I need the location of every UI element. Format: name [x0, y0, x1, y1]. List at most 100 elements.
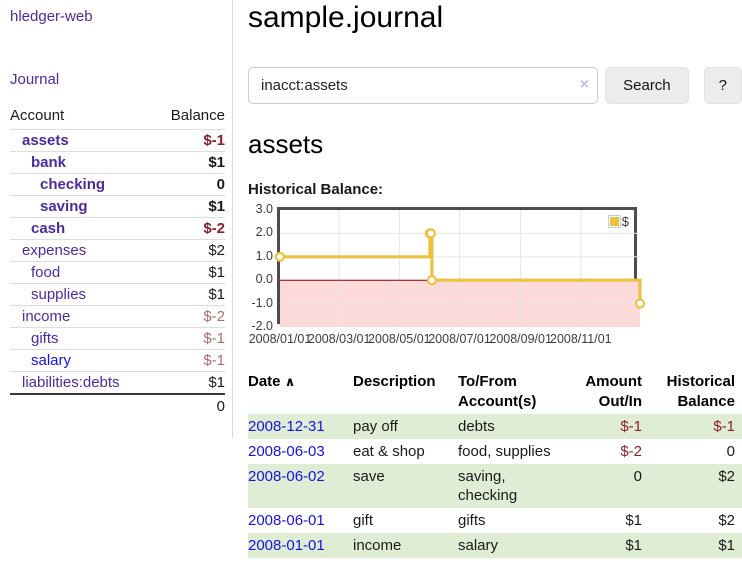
legend-label: $ — [621, 214, 629, 229]
account-name-cell: liabilities:debts — [10, 371, 154, 394]
register-header-amount: Amount Out/In — [585, 373, 642, 410]
account-link[interactable]: saving — [40, 198, 88, 215]
register-amount-cell: $1 — [625, 512, 642, 529]
transaction-date-link[interactable]: 2008-06-03 — [248, 443, 325, 460]
register-amount-cell: $-2 — [620, 443, 642, 460]
page-title: sample.journal — [248, 1, 444, 34]
x-tick-label: 2008/11/01 — [549, 332, 612, 346]
sidebar: hledger-web Journal Account Balance asse… — [0, 0, 233, 438]
transaction-date-link[interactable]: 2008-01-01 — [248, 537, 325, 554]
chart-title: Historical Balance: — [248, 181, 384, 198]
accounts-header-account: Account — [10, 107, 65, 124]
account-balance: $1 — [153, 195, 225, 218]
app-title-link[interactable]: hledger-web — [10, 8, 93, 25]
account-name-cell: saving — [10, 195, 154, 218]
account-row: salary $-1 — [10, 349, 225, 372]
sidebar-item-journal[interactable]: Journal — [10, 71, 60, 88]
accounts-total-value: 0 — [153, 393, 225, 418]
account-link[interactable]: salary — [31, 352, 72, 369]
register-row: 2008-01-01 income salary $1 $1 — [248, 533, 742, 558]
account-link[interactable]: liabilities:debts — [22, 374, 120, 391]
register-amount-cell: $-1 — [620, 418, 642, 435]
account-balance: $1 — [153, 371, 225, 394]
transaction-date-link[interactable]: 2008-06-02 — [248, 468, 325, 485]
sort-asc-icon: ∧ — [284, 374, 296, 389]
y-tick-label: -2.0 — [251, 319, 273, 333]
register-accounts-cell: salary — [458, 537, 499, 554]
account-row: checking 0 — [10, 173, 225, 196]
account-link[interactable]: income — [22, 308, 71, 325]
search-form: × Search ? — [248, 67, 742, 104]
account-link[interactable]: cash — [31, 220, 66, 237]
legend-swatch-icon — [607, 215, 621, 228]
account-balance: $-2 — [153, 217, 225, 240]
account-link[interactable]: food — [31, 264, 61, 281]
account-name-cell: expenses — [10, 239, 154, 262]
y-tick-label: 3.0 — [255, 202, 273, 216]
transaction-date-link[interactable]: 2008-12-31 — [248, 418, 325, 435]
register-amount-cell: $1 — [625, 537, 642, 554]
register-balance-cell: 0 — [726, 443, 735, 460]
accounts-total-spacer — [10, 393, 154, 418]
account-link[interactable]: bank — [31, 154, 67, 171]
register-accounts-cell: food, supplies — [458, 443, 551, 460]
account-link[interactable]: expenses — [22, 242, 87, 259]
search-input[interactable] — [248, 67, 599, 104]
transaction-date-link[interactable]: 2008-06-01 — [248, 512, 325, 529]
accounts-header-balance: Balance — [170, 107, 225, 124]
register-header-row: Date ∧ Description To/From Account(s) Am… — [248, 370, 742, 414]
account-heading: assets — [248, 129, 324, 159]
register-description-cell: income — [353, 537, 402, 554]
account-name-cell: income — [10, 305, 154, 328]
account-name-cell: bank — [10, 151, 154, 174]
account-link[interactable]: gifts — [31, 330, 59, 347]
chart-plot[interactable]: $ — [274, 207, 646, 327]
x-tick-label: 2008/01/01 — [248, 332, 312, 346]
chart-y-axis: 3.0 2.0 1.0 0.0 -1.0 -2.0 — [248, 202, 273, 333]
account-balance: $1 — [153, 151, 225, 174]
help-button[interactable]: ? — [703, 67, 742, 104]
register-row: 2008-06-03 eat & shop food, supplies $-2 0 — [248, 439, 742, 464]
account-row: saving $1 — [10, 195, 225, 218]
clear-search-icon[interactable]: × — [579, 76, 590, 93]
accounts-total-row: 0 — [10, 393, 225, 418]
register-date-cell: 2008-01-01 — [248, 533, 345, 558]
account-link[interactable]: assets — [22, 132, 69, 149]
register-balance-cell: $-1 — [713, 418, 735, 435]
chart-legend: $ — [607, 214, 629, 229]
register-row: 2008-06-02 save saving, checking 0 $2 — [248, 464, 742, 508]
account-link[interactable]: checking — [40, 176, 106, 193]
register-date-cell: 2008-06-02 — [248, 464, 345, 508]
x-tick-label: 2008/05/01 — [368, 332, 431, 346]
y-tick-label: 0.0 — [255, 272, 273, 287]
search-button[interactable]: Search — [605, 67, 689, 104]
register-header-date-label: Date — [248, 373, 281, 390]
register-header-date[interactable]: Date ∧ — [248, 370, 345, 414]
register-accounts-cell: gifts — [458, 512, 486, 529]
main-content: sample.journal × Search ? assets Histori… — [248, 0, 742, 558]
account-row: supplies $1 — [10, 283, 225, 306]
register-header-accounts: To/From Account(s) — [458, 373, 537, 410]
account-name-cell: assets — [10, 129, 154, 152]
register-table: Date ∧ Description To/From Account(s) Am… — [248, 370, 742, 558]
register-balance-cell: $2 — [718, 468, 735, 485]
y-tick-label: -1.0 — [251, 295, 273, 310]
account-balance: $-1 — [153, 129, 225, 152]
account-balance: $-1 — [153, 327, 225, 350]
register-amount-cell: 0 — [633, 468, 642, 485]
account-name-cell: cash — [10, 217, 154, 240]
balance-chart: 3.0 2.0 1.0 0.0 -1.0 -2.0 $ 2008/01/01 2008/03… — [248, 202, 742, 351]
account-row: food $1 — [10, 261, 225, 284]
register-accounts-cell: saving, checking — [458, 468, 518, 504]
account-balance: $-2 — [153, 305, 225, 328]
y-tick-label: 1.0 — [255, 248, 273, 263]
register-header-balance: Historical Balance — [666, 373, 735, 410]
account-row: expenses $2 — [10, 239, 225, 262]
chart-canvas — [274, 210, 646, 327]
account-name-cell: supplies — [10, 283, 154, 306]
account-name-cell: gifts — [10, 327, 154, 350]
account-name-cell: checking — [10, 173, 154, 196]
register-description-cell: gift — [353, 512, 374, 529]
register-header-description: Description — [353, 373, 436, 390]
account-link[interactable]: supplies — [31, 286, 87, 303]
